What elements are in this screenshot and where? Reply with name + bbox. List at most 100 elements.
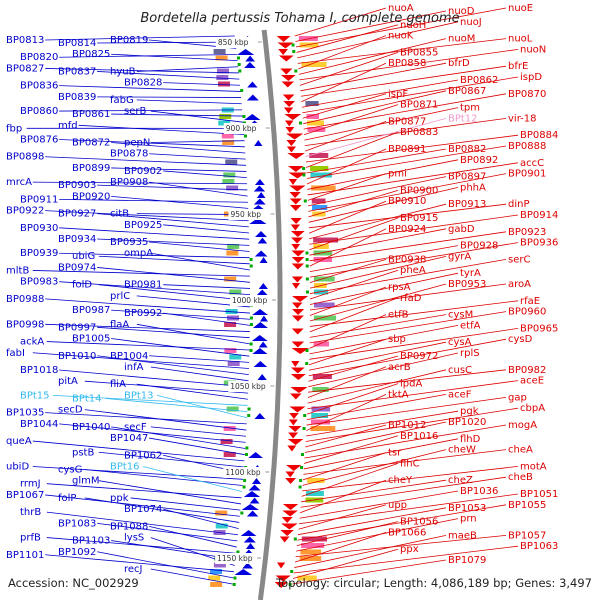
left-gene-label: ubiG [72, 251, 95, 262]
right-gene-label: BP0858 [388, 58, 426, 69]
right-gene-label: ispF [388, 89, 408, 100]
feature-dot [293, 537, 297, 541]
left-gene-connector [46, 341, 250, 351]
right-gene-label: nuoN [520, 44, 546, 55]
cog-block [224, 348, 237, 353]
right-gene-label: mogA [508, 420, 537, 431]
right-gene-connector [299, 52, 399, 86]
cog-block [215, 55, 228, 61]
cog-block [309, 153, 329, 158]
reverse-gene-arrow [247, 81, 258, 88]
right-gene-label: BP0901 [508, 169, 546, 180]
forward-gene-arrow [278, 55, 294, 62]
right-gene-label: etfA [460, 320, 481, 331]
left-gene-connector [97, 41, 236, 44]
right-gene-connector [309, 314, 447, 338]
right-gene-connector [308, 352, 459, 388]
right-gene-connector [308, 369, 507, 393]
right-gene-connector [298, 35, 387, 70]
forward-gene-arrow [290, 231, 305, 237]
right-gene-label: BP1053 [448, 503, 486, 514]
right-gene-connector [302, 466, 519, 492]
right-gene-connector [295, 10, 447, 42]
left-gene-connector [32, 270, 250, 277]
tick-label-bg [215, 553, 258, 564]
cog-block [225, 159, 238, 165]
right-gene-connector [308, 200, 387, 234]
feature-dot [305, 251, 309, 255]
right-gene-connector [302, 76, 519, 114]
reverse-gene-arrow [254, 140, 263, 146]
left-gene-label: mltB [6, 265, 29, 276]
reverse-gene-arrow [256, 192, 266, 198]
cog-block [229, 289, 242, 295]
right-gene-label: tsr [388, 448, 402, 459]
right-gene-label: BP0855 [400, 47, 438, 58]
left-gene-label: BP1035 [6, 408, 44, 419]
map-title: Bordetella pertussis Tohama I, complete … [140, 11, 459, 26]
right-gene-label: gabD [448, 224, 475, 235]
cog-block [210, 582, 223, 587]
left-gene-connector [150, 252, 250, 271]
left-gene-connector [163, 508, 239, 529]
feature-dot [300, 466, 304, 469]
forward-gene-arrow [287, 153, 305, 159]
right-gene-connector [292, 559, 447, 585]
left-gene-connector [149, 437, 245, 456]
reverse-gene-arrow [249, 218, 267, 224]
left-gene-label: BP1083 [58, 518, 96, 529]
right-gene-connector [309, 242, 519, 278]
left-gene-label: BP0878 [110, 149, 148, 160]
cog-block [301, 543, 325, 548]
right-gene-connector [306, 394, 387, 431]
left-gene-label: BP0974 [58, 262, 96, 273]
cog-block [227, 361, 240, 366]
feature-dot [242, 115, 246, 118]
cog-block [215, 510, 228, 516]
tick-label-bg [229, 295, 272, 306]
left-gene-connector [84, 497, 240, 523]
left-gene-connector [32, 352, 250, 369]
left-gene-label: BP1088 [110, 521, 148, 532]
cog-block [310, 166, 329, 171]
feature-dot [244, 453, 248, 456]
right-gene-connector [309, 256, 447, 289]
left-gene-label: BP0828 [124, 78, 162, 89]
left-gene-connector [97, 355, 249, 376]
cog-block [217, 81, 230, 87]
right-gene-label: nuoM [448, 34, 475, 45]
forward-gene-arrow [289, 198, 302, 205]
genome-backbone [257, 29, 283, 600]
feature-dot [236, 56, 240, 60]
left-gene-connector [111, 113, 243, 117]
tick-label: 1050 kbp [230, 382, 266, 391]
feature-dot [300, 453, 304, 456]
left-gene-connector [59, 281, 251, 296]
reverse-gene-arrow [245, 543, 256, 549]
forward-gene-arrow [291, 315, 304, 322]
forward-gene-arrow [291, 328, 304, 335]
right-gene-label: sbp [388, 334, 406, 345]
reverse-gene-arrow [236, 49, 255, 55]
cog-block [310, 419, 331, 425]
left-gene-connector [45, 554, 234, 573]
right-gene-connector [303, 104, 399, 136]
left-gene-connector [111, 309, 250, 320]
cog-block [307, 127, 326, 132]
label-lines-layer [26, 7, 519, 585]
right-gene-label: nuoE [508, 3, 533, 14]
reverse-gene-arrow [252, 322, 268, 328]
right-gene-label: acrB [388, 362, 411, 373]
forward-gene-arrow [288, 426, 302, 432]
left-gene-connector [163, 284, 250, 289]
left-gene-label: BP0987 [72, 305, 110, 316]
forward-gene-arrow [290, 393, 302, 400]
reverse-gene-arrow [253, 185, 266, 192]
left-gene-label: BP1047 [110, 433, 148, 444]
right-gene-label: rfaE [520, 296, 540, 307]
left-gene-label: BP1101 [6, 550, 44, 561]
feature-dot [243, 479, 247, 482]
left-gene-connector [150, 110, 244, 123]
forward-gene-arrow [287, 439, 304, 445]
